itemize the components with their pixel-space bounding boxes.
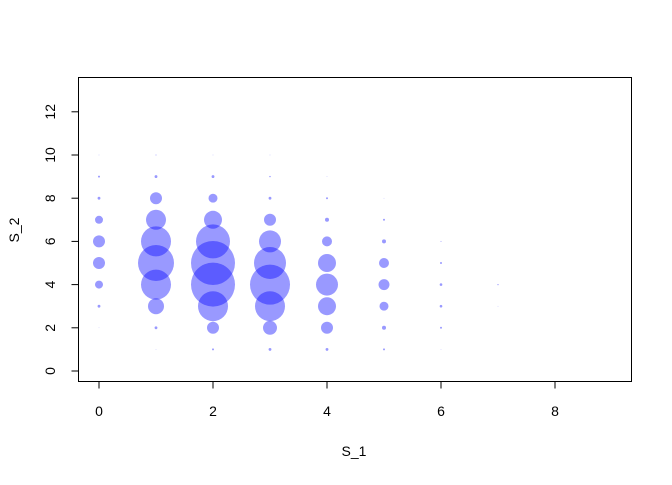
bubble-point: [263, 320, 277, 335]
bubble-point: [98, 175, 100, 178]
bubble-point: [497, 305, 499, 307]
y-tick-label: 0: [42, 367, 58, 375]
bubble-point: [439, 304, 443, 308]
bubble-point: [440, 240, 442, 242]
bubble-point: [95, 215, 103, 224]
bubble-point: [95, 280, 103, 289]
bubble-point: [268, 196, 272, 200]
bubble-point: [316, 273, 338, 296]
bubble-point: [148, 298, 164, 315]
bubble-point: [250, 264, 290, 305]
bubble-point: [440, 326, 442, 329]
bubble-point: [325, 217, 329, 222]
x-tick-label: 2: [209, 403, 217, 419]
bubble-point: [98, 154, 100, 156]
bubble-point: [191, 241, 235, 285]
bubble-point: [93, 257, 105, 269]
y-axis: 0 2 4 6 8 10 12: [42, 104, 79, 375]
x-tick-label: 6: [437, 403, 445, 419]
y-tick-label: 6: [42, 237, 58, 245]
x-axis-label: S_1: [342, 443, 367, 459]
bubble-point: [326, 197, 328, 200]
bubble-point: [207, 321, 219, 334]
bubble-point: [269, 175, 271, 178]
bubble-point: [318, 297, 336, 316]
x-axis: 0 2 4 6 8: [95, 381, 559, 419]
bubble-point: [146, 209, 166, 230]
bubble-point: [440, 349, 442, 350]
bubble-point: [439, 283, 443, 286]
bubble-point: [154, 175, 158, 179]
bubble-point: [264, 213, 276, 226]
bubble-point: [97, 196, 101, 200]
bubble-point: [325, 347, 329, 351]
bubble-point: [383, 218, 385, 221]
bubble-point: [382, 325, 386, 330]
bubble-point: [322, 236, 332, 247]
bubble-point: [141, 269, 171, 300]
bubble-point: [93, 235, 105, 248]
x-tick-label: 4: [323, 403, 331, 419]
bubble-point: [155, 349, 157, 350]
y-axis-label: S_2: [6, 217, 22, 242]
y-tick-label: 10: [42, 147, 58, 163]
bubble-point: [98, 327, 100, 329]
bubble-point: [196, 224, 230, 259]
bubble-point: [269, 154, 271, 156]
y-tick-label: 4: [42, 280, 58, 288]
bubble-point: [268, 347, 272, 351]
bubble-point: [259, 230, 281, 253]
bubble-point: [379, 258, 389, 268]
bubble-point: [318, 254, 336, 272]
bubble-point: [379, 301, 389, 311]
bubble-point: [382, 239, 386, 244]
x-tick-label: 8: [551, 403, 559, 419]
bubble-point: [255, 291, 285, 322]
bubble-point: [150, 192, 162, 205]
bubble-point: [97, 304, 101, 308]
bubble-point: [497, 284, 499, 286]
bubble-point: [212, 154, 214, 156]
bubble-point: [154, 326, 158, 330]
bubble-point: [138, 245, 174, 281]
bubble-point: [191, 262, 235, 307]
bubble-point: [378, 279, 390, 291]
y-tick-label: 8: [42, 194, 58, 202]
y-tick-label: 12: [42, 104, 58, 120]
bubble-point: [383, 348, 385, 351]
bubble-point: [212, 348, 214, 351]
bubble-point: [198, 291, 228, 322]
bubble-point: [383, 197, 385, 199]
bubble-point: [155, 154, 157, 156]
bubble-point: [141, 226, 171, 257]
bubble-point: [211, 175, 215, 179]
bubble-point: [204, 210, 222, 229]
bubble-point: [321, 321, 333, 334]
x-tick-label: 0: [95, 403, 103, 419]
bubble-point: [440, 262, 442, 264]
bubble-point: [208, 193, 218, 203]
bubble-point: [254, 247, 286, 279]
y-tick-label: 2: [42, 324, 58, 332]
points-layer: [93, 154, 499, 351]
bubble-point: [326, 176, 328, 177]
